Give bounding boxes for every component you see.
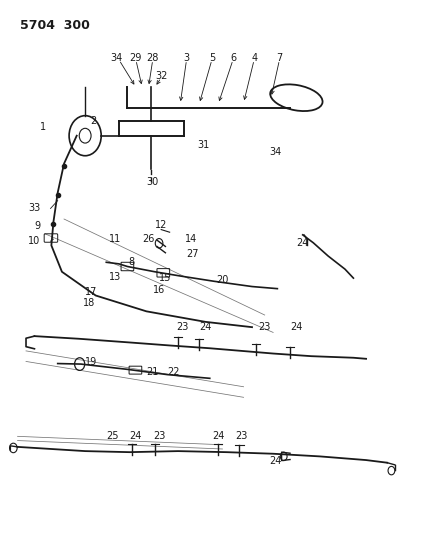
Text: 5704  300: 5704 300 [20, 19, 89, 31]
Text: 11: 11 [109, 233, 121, 244]
Text: 17: 17 [85, 287, 98, 297]
Text: 13: 13 [109, 272, 121, 282]
FancyBboxPatch shape [121, 262, 134, 271]
FancyBboxPatch shape [44, 234, 58, 242]
Text: 24: 24 [269, 456, 282, 466]
Text: 16: 16 [153, 285, 165, 295]
Text: 20: 20 [216, 274, 229, 285]
Text: 28: 28 [146, 53, 159, 63]
Text: 32: 32 [155, 70, 167, 80]
Text: 9: 9 [34, 221, 41, 231]
Text: 15: 15 [159, 273, 172, 283]
Text: 26: 26 [143, 233, 155, 244]
Text: 23: 23 [176, 322, 188, 332]
Text: 24: 24 [199, 322, 212, 332]
Text: 4: 4 [251, 53, 257, 63]
Text: 24: 24 [212, 431, 224, 441]
Text: 7: 7 [276, 53, 282, 63]
Text: 23: 23 [235, 431, 248, 441]
Text: 29: 29 [130, 53, 142, 63]
Text: 5: 5 [209, 53, 215, 63]
Text: 24: 24 [290, 322, 303, 332]
Text: 12: 12 [155, 220, 167, 230]
Text: 1: 1 [40, 122, 46, 132]
Text: 19: 19 [85, 358, 98, 367]
Text: 22: 22 [168, 367, 180, 377]
Text: 23: 23 [259, 322, 271, 332]
Text: 2: 2 [90, 116, 97, 126]
Text: 6: 6 [230, 53, 236, 63]
Text: 3: 3 [184, 53, 190, 63]
Text: 10: 10 [28, 236, 41, 246]
Text: 34: 34 [269, 147, 281, 157]
Text: 34: 34 [111, 53, 123, 63]
FancyBboxPatch shape [157, 269, 169, 277]
Text: 8: 8 [128, 257, 135, 267]
Text: 24: 24 [297, 238, 309, 248]
Text: 24: 24 [130, 431, 142, 441]
FancyBboxPatch shape [129, 366, 142, 374]
Text: 27: 27 [187, 249, 199, 259]
Text: 23: 23 [153, 431, 165, 441]
Text: 18: 18 [83, 298, 95, 309]
Text: 30: 30 [147, 177, 159, 187]
Text: 25: 25 [107, 431, 119, 441]
Text: 31: 31 [197, 140, 210, 150]
Text: 33: 33 [28, 204, 41, 214]
Text: 21: 21 [146, 367, 159, 377]
Text: 14: 14 [184, 233, 197, 244]
